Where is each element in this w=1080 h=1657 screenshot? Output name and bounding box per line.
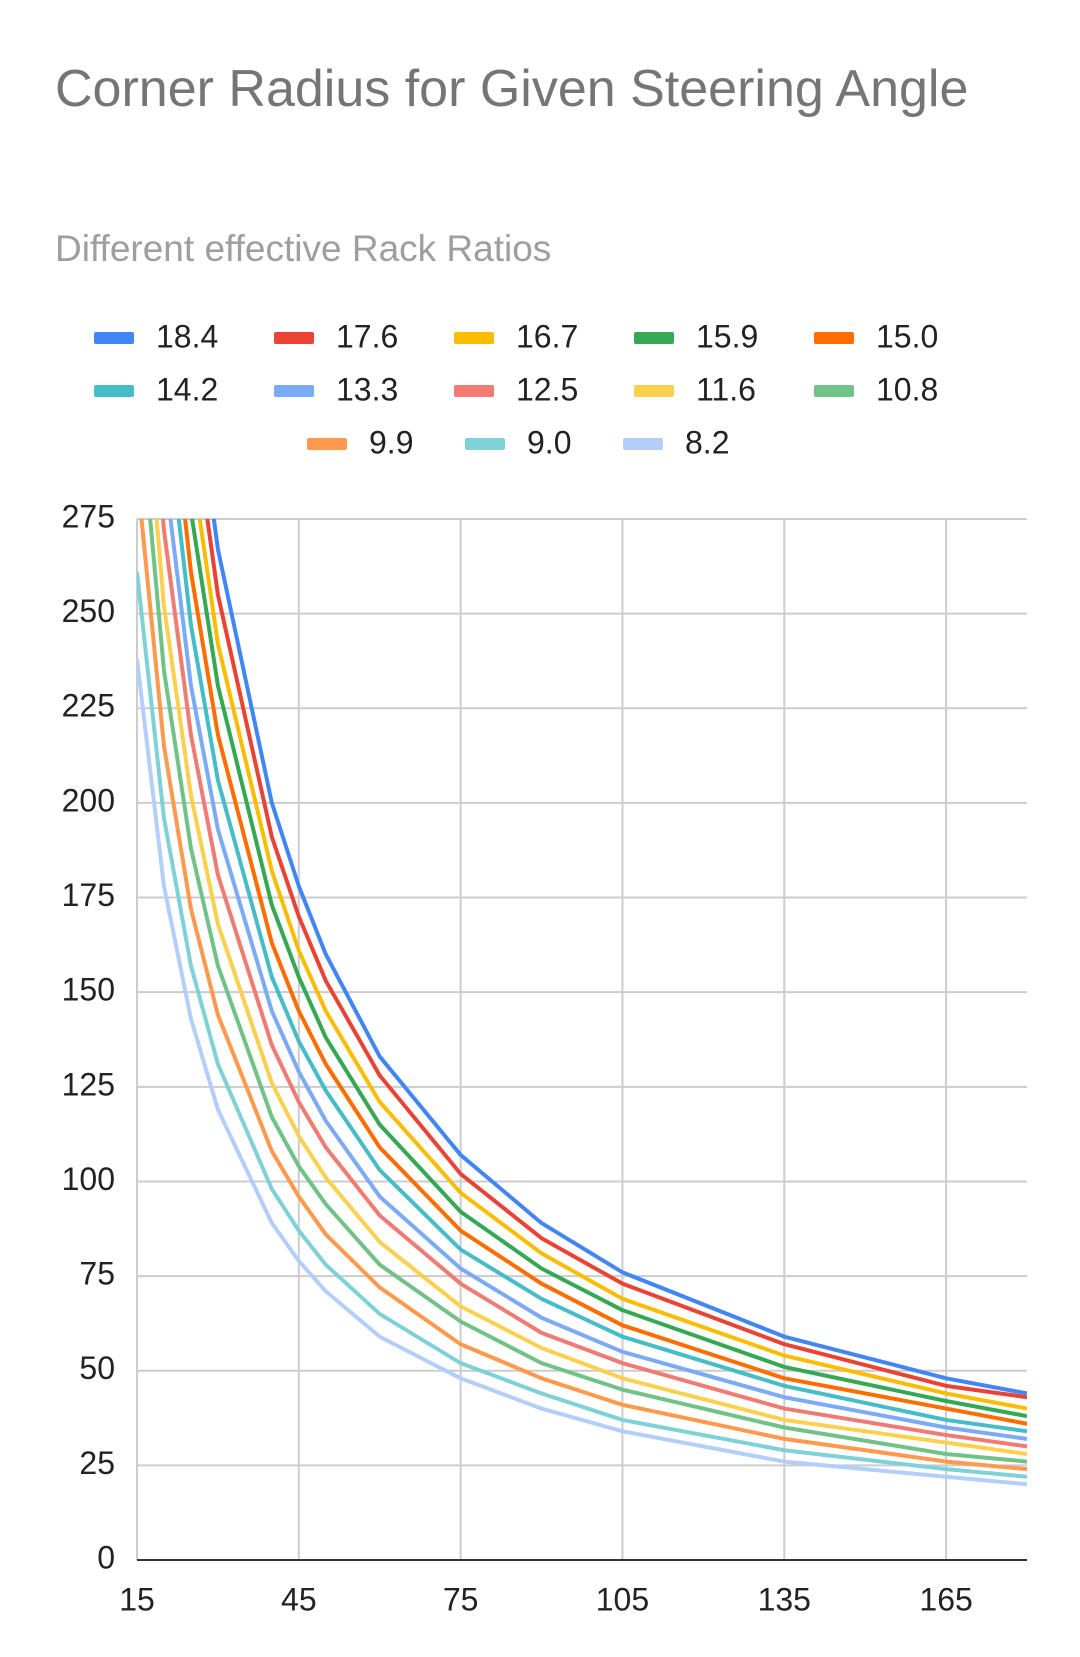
legend-label: 18.4 <box>156 318 218 354</box>
y-tick-label: 25 <box>79 1445 115 1481</box>
legend-label: 10.8 <box>876 371 938 407</box>
chart-title: Corner Radius for Given Steering Angle <box>55 60 969 118</box>
x-tick-label: 105 <box>596 1581 649 1617</box>
y-tick-label: 275 <box>62 498 115 534</box>
data-line <box>211 519 1027 1396</box>
data-line <box>137 571 1027 1479</box>
legend-label: 9.0 <box>527 424 571 460</box>
data-line <box>176 519 1027 1434</box>
x-tick-label: 15 <box>119 1581 155 1617</box>
data-line <box>139 519 1027 1472</box>
legend-swatch <box>814 332 854 344</box>
legend-label: 16.7 <box>516 318 578 354</box>
legend-label: 15.9 <box>696 318 758 354</box>
legend-swatch <box>634 332 674 344</box>
y-tick-label: 50 <box>79 1350 115 1386</box>
legend-swatch <box>454 332 494 344</box>
y-tick-label: 225 <box>62 688 115 724</box>
legend-swatch <box>307 438 347 450</box>
legend-label: 9.9 <box>369 424 413 460</box>
legend-swatch <box>634 385 674 397</box>
x-tick-label: 75 <box>443 1581 479 1617</box>
legend-label: 11.6 <box>696 371 756 407</box>
y-tick-label: 125 <box>62 1066 115 1102</box>
data-line <box>168 519 1027 1441</box>
y-tick-label: 250 <box>62 593 115 629</box>
data-line <box>183 519 1027 1426</box>
data-line <box>148 519 1027 1464</box>
legend-swatch <box>465 438 505 450</box>
legend-swatch <box>94 385 134 397</box>
y-tick-label: 175 <box>62 877 115 913</box>
legend-label: 15.0 <box>876 318 938 354</box>
y-tick-label: 100 <box>62 1161 115 1197</box>
y-tick-label: 75 <box>79 1256 115 1292</box>
y-tick-label: 200 <box>62 782 115 818</box>
data-line <box>205 519 1027 1400</box>
legend-label: 8.2 <box>685 424 729 460</box>
legend-swatch <box>274 332 314 344</box>
legend-label: 17.6 <box>336 318 398 354</box>
legend-swatch <box>814 385 854 397</box>
legend-swatch <box>454 385 494 397</box>
data-line <box>154 519 1027 1456</box>
legend-swatch <box>94 332 134 344</box>
y-tick-label: 150 <box>62 972 115 1008</box>
x-tick-label: 135 <box>758 1581 811 1617</box>
data-line <box>161 519 1027 1449</box>
legend-label: 14.2 <box>156 371 218 407</box>
x-tick-label: 165 <box>919 1581 972 1617</box>
legend-swatch <box>274 385 314 397</box>
legend-label: 12.5 <box>516 371 578 407</box>
data-line <box>137 658 1027 1487</box>
legend-swatch <box>623 438 663 450</box>
data-line <box>190 519 1027 1419</box>
chart-subtitle: Different effective Rack Ratios <box>55 228 552 269</box>
plot-area <box>137 519 1027 1487</box>
x-tick-label: 45 <box>281 1581 317 1617</box>
legend-label: 13.3 <box>336 371 398 407</box>
y-tick-label: 0 <box>97 1539 115 1575</box>
data-line <box>197 519 1027 1411</box>
